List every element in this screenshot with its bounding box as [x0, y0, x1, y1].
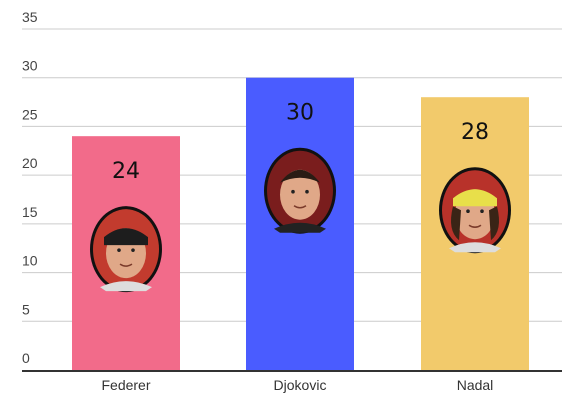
y-tick-label: 5 [22, 301, 30, 317]
y-tick-label: 35 [22, 9, 38, 25]
nadal-portrait-icon [439, 167, 511, 254]
data-label-nadal: 28 [461, 120, 489, 145]
y-tick-label: 10 [22, 253, 38, 269]
federer-portrait-icon [90, 206, 162, 293]
djokovic-portrait-icon [264, 147, 336, 234]
y-tick-label: 25 [22, 106, 38, 122]
data-label-djokovic: 30 [286, 101, 314, 126]
axes: 0 5 10 15 20 25 30 35 Federer Djokovic Nadal [22, 9, 562, 393]
x-tick-label-federer: Federer [101, 377, 150, 393]
data-label-federer: 24 [112, 159, 140, 184]
x-tick-label-nadal: Nadal [457, 377, 494, 393]
x-tick-label-djokovic: Djokovic [274, 377, 327, 393]
y-tick-label: 30 [22, 58, 38, 74]
bars: 24 30 28 [72, 77, 529, 370]
y-tick-label: 0 [22, 350, 30, 366]
y-tick-label: 15 [22, 204, 38, 220]
y-tick-label: 20 [22, 155, 38, 171]
